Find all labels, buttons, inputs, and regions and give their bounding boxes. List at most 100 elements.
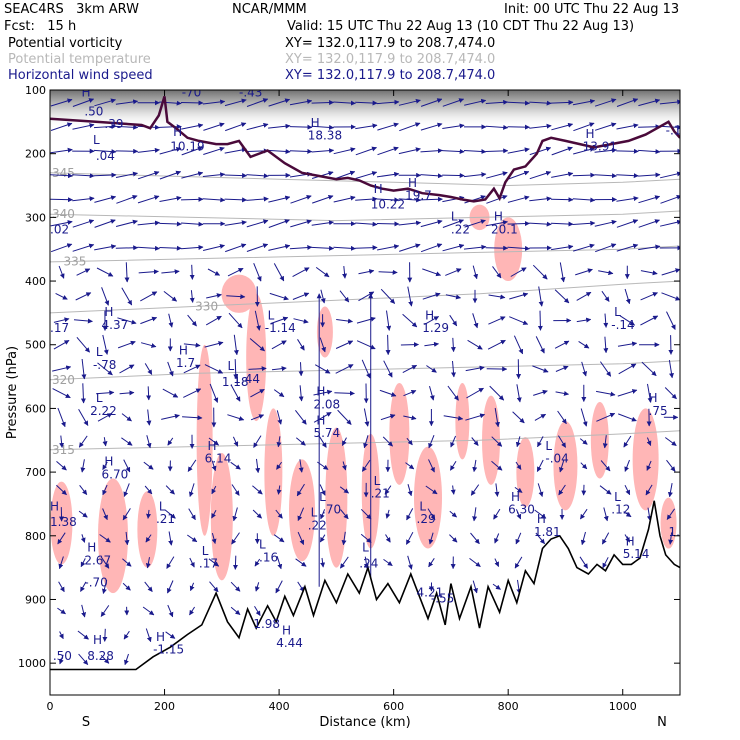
wind-arrow-599 [77,630,89,640]
wind-arrow-25 [594,98,617,107]
wind-arrow-577 [144,581,153,592]
wind-arrow-198 [573,243,595,252]
wind-arrow-163 [442,219,464,228]
wind-arrow-357 [250,388,265,398]
wind-arrow-131 [376,197,400,203]
wind-arrow-277 [402,313,418,328]
field-label-33: 1.7 [176,356,195,370]
wind-arrow-291 [76,336,90,353]
pv-fill-7 [264,408,283,536]
wind-arrow-22 [529,100,552,106]
field-label-59: L [311,506,318,520]
wind-arrow-602 [145,628,152,643]
wind-arrow-347 [668,360,674,379]
wind-arrow-102 [376,171,400,178]
wind-arrow-156 [290,219,312,228]
wind-arrow-456 [515,461,522,470]
wind-arrow-182 [225,243,247,253]
wind-arrow-381 [146,409,152,426]
y-tick-label-500: 500 [25,339,46,352]
wind-arrow-296 [183,342,201,348]
wind-arrow-590 [81,604,87,618]
field-label-3: L [93,133,100,147]
wind-arrow-224 [510,267,527,277]
wind-arrow-467 [123,483,130,497]
wind-arrow-261 [53,317,70,323]
field-label-9: H [311,116,320,130]
wind-arrow-576 [122,582,131,591]
wind-arrow-82 [573,147,595,155]
wind-arrow-44 [377,122,399,131]
wind-arrow-517 [579,508,588,520]
wind-arrow-377 [57,407,66,428]
wind-arrow-217 [358,269,375,275]
wind-arrow-482 [450,485,456,495]
wind-arrow-419 [341,437,347,446]
wind-arrow-519 [623,511,632,518]
field-label-8: -.43 [239,85,262,99]
wind-arrow-267 [187,314,197,327]
field-label-14: 19.7 [405,189,432,203]
wind-arrow-537 [385,534,391,543]
wind-arrow-149 [137,220,160,226]
wind-arrow-470 [188,483,195,497]
wind-arrow-383 [182,415,203,421]
field-label-74: L [202,544,209,558]
wind-arrow-535 [341,531,347,546]
wind-arrow-21 [507,100,530,106]
wind-arrow-568 [469,558,481,567]
wind-arrow-63 [159,146,182,155]
wind-arrow-306 [400,342,419,348]
wind-arrow-144 [660,194,680,204]
wind-arrow-445 [276,461,283,470]
legend-pv-name: Potential vorticity [8,36,123,51]
wind-arrow-329 [271,366,287,372]
wind-arrow-431 [602,435,608,449]
wind-arrow-294 [140,342,157,348]
field-label-31: -.14 [611,318,634,332]
wind-arrow-307 [424,341,439,347]
legend-pv-xy: XY= 132.0,117.9 to 208.7,474.0 [285,36,496,51]
wind-arrow-74 [398,147,421,155]
field-label-36: L [228,359,235,373]
wind-arrow-234 [101,287,110,306]
wind-arrow-121 [159,195,182,202]
wind-arrow-395 [443,415,464,421]
wind-arrow-50 [507,124,530,130]
wind-arrow-575 [101,579,108,594]
pv-fill-2 [137,491,158,568]
wind-arrow-586 [472,580,478,594]
wind-arrow-68 [268,149,291,155]
wind-arrow-571 [579,556,589,569]
wind-arrow-473 [252,485,263,495]
field-label-82: -.70 [84,576,107,590]
wind-arrow-458 [559,459,565,473]
wind-arrow-19 [464,98,487,106]
wind-arrow-353 [162,388,179,398]
wind-arrow-30 [72,123,95,130]
wind-arrow-185 [289,245,313,251]
wind-arrow-600 [102,628,108,642]
wind-arrow-11 [289,99,313,106]
wind-arrow-61 [115,148,139,154]
wind-arrow-146 [72,219,95,228]
wind-arrow-402 [596,412,616,422]
field-label-47: H [208,439,217,453]
x-tick-label-400: 400 [269,700,290,713]
wind-arrow-38 [246,122,269,131]
header-init: Init: 00 UTC Thu 22 Aug 13 [504,2,680,17]
wind-arrow-151 [181,221,204,227]
wind-arrow-354 [183,388,202,398]
wind-arrow-521 [666,508,676,520]
wind-arrow-269 [228,312,243,329]
wind-arrow-356 [230,384,241,402]
wind-arrow-136 [486,194,508,204]
wind-arrow-605 [78,653,89,665]
wind-arrow-231 [661,268,680,276]
wind-arrow-560 [295,558,307,567]
wind-arrow-72 [355,146,377,156]
y-axis-label: Pressure (hPa) [5,346,20,439]
wind-arrow-60 [93,149,117,155]
wind-arrow-441 [187,459,197,472]
pv-fill-4 [210,453,233,581]
